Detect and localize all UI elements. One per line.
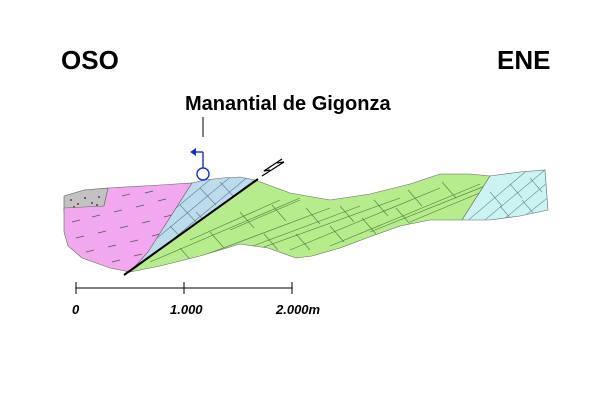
spring-icon bbox=[190, 148, 210, 181]
scale-tick-label-2000m: 2.000m bbox=[275, 302, 321, 317]
scale-tick-label-1000: 1.000 bbox=[170, 302, 203, 317]
spring-label: Manantial de Gigonza bbox=[185, 93, 391, 115]
direction-label-east: ENE bbox=[497, 45, 550, 75]
green-unit-hatching bbox=[149, 175, 490, 269]
scale-bar bbox=[75, 282, 293, 294]
cyan-unit-hatching bbox=[465, 170, 548, 220]
direction-label-west: OSO bbox=[61, 45, 119, 75]
scale-tick-label-0: 0 bbox=[72, 302, 80, 317]
fault-movement-arrows-icon bbox=[261, 158, 285, 177]
pink-unit-dashes bbox=[71, 190, 173, 263]
thrust-fault-line bbox=[123, 178, 259, 276]
